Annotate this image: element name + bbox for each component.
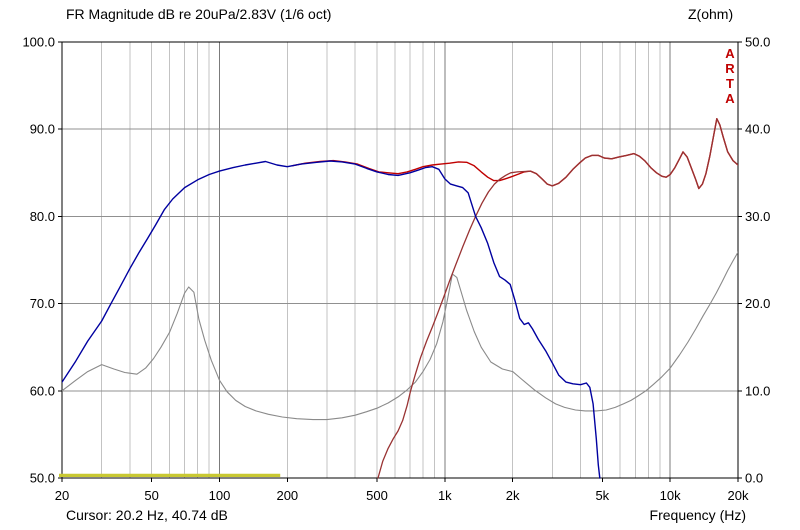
x-tick-label: 2k: [506, 488, 520, 503]
curves: [62, 118, 738, 479]
chart-title: FR Magnitude dB re 20uPa/2.83V (1/6 oct): [66, 6, 332, 22]
plot-area[interactable]: [62, 42, 738, 478]
y-left-tick-label: 100.0: [22, 35, 55, 50]
y-left-tick-label: 80.0: [30, 209, 55, 224]
x-tick-label: 100: [209, 488, 231, 503]
x-tick-label: 20k: [728, 488, 749, 503]
arta-watermark-letter: A: [725, 46, 735, 61]
arta-watermark-letter: R: [725, 61, 735, 76]
arta-watermark-letter: A: [725, 91, 735, 106]
y-right-tick-label: 50.0: [745, 35, 770, 50]
x-tick-label: 10k: [660, 488, 681, 503]
y-left-tick-label: 50.0: [30, 471, 55, 486]
x-tick-label: 50: [144, 488, 158, 503]
y-right-tick-label: 30.0: [745, 209, 770, 224]
tweeter-curve: [377, 118, 738, 479]
woofer-curve: [62, 160, 601, 479]
gridlines: [62, 42, 738, 478]
y-right-tick-label: 10.0: [745, 383, 770, 398]
arta-watermark-letter: T: [726, 76, 734, 91]
x-axis-title: Frequency (Hz): [649, 507, 746, 523]
y-right-tick-label: 20.0: [745, 296, 770, 311]
x-tick-label: 500: [366, 488, 388, 503]
plot-border: [61, 41, 739, 479]
x-tick-label: 1k: [438, 488, 452, 503]
y-left-tick-label: 90.0: [30, 122, 55, 137]
x-tick-label: 20: [55, 488, 69, 503]
x-tick-label: 5k: [595, 488, 609, 503]
cursor-readout: Cursor: 20.2 Hz, 40.74 dB: [66, 507, 228, 523]
x-tick-label: 200: [276, 488, 298, 503]
impedance-curve: [62, 251, 738, 421]
y-right-tick-label: 40.0: [745, 122, 770, 137]
axis-labels: 20 50 100 200 500 1k 2k 5k 10k 20k 100.0 90.0 80.0 70…: [22, 35, 770, 504]
y-right-tick-label: 0.0: [745, 471, 763, 486]
y-left-tick-label: 60.0: [30, 383, 55, 398]
right-axis-title: Z(ohm): [688, 6, 734, 22]
y-left-tick-label: 70.0: [30, 296, 55, 311]
